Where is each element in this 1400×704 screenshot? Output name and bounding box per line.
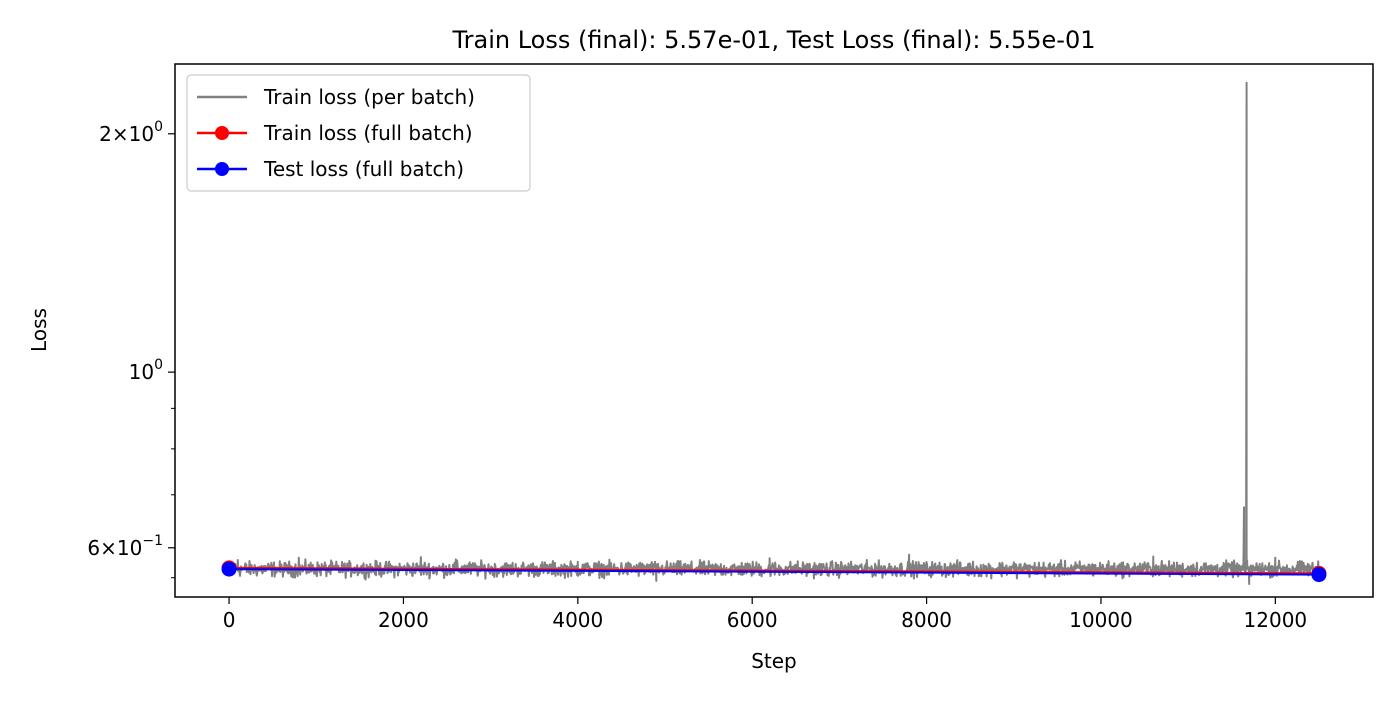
legend-frame <box>186 74 531 192</box>
series-train-full-batch-line <box>229 566 1319 575</box>
x-axis: 0 2000 4000 6000 8000 10000 12000 <box>223 597 1307 632</box>
x-tick-label: 4000 <box>552 608 603 632</box>
legend-swatch-marker <box>215 162 229 176</box>
y-tick-base: 6×10 <box>87 536 142 560</box>
x-tick-label: 8000 <box>901 608 952 632</box>
y-axis-label: Loss <box>27 308 51 352</box>
x-tick-label: 0 <box>223 608 236 632</box>
legend: Train loss (per batch) Train loss (full b… <box>186 74 531 192</box>
y-tick-label: 6×10−1 <box>87 533 163 560</box>
x-tick-label: 6000 <box>727 608 778 632</box>
series-test-full-batch-line <box>229 568 1319 576</box>
y-tick-label: 2×100 <box>99 119 163 146</box>
legend-swatch-marker <box>215 126 229 140</box>
x-tick-label: 10000 <box>1069 608 1133 632</box>
series-test-full-batch-point <box>221 561 237 577</box>
y-tick-exponent: −1 <box>142 533 163 549</box>
legend-label: Test loss (full batch) <box>263 157 464 181</box>
y-tick-base: 10 <box>129 360 154 384</box>
series-layer <box>228 81 1320 585</box>
legend-label: Train loss (per batch) <box>263 85 475 109</box>
legend-label: Train loss (full batch) <box>263 121 473 145</box>
series-train-per-batch-line <box>228 81 1320 585</box>
y-tick-base: 2×10 <box>99 122 154 146</box>
y-tick-exponent: 0 <box>154 357 163 373</box>
y-tick-label: 100 <box>129 357 163 384</box>
y-tick-exponent: 0 <box>154 119 163 135</box>
x-axis-label: Step <box>751 649 797 673</box>
x-tick-label: 12000 <box>1244 608 1308 632</box>
series-test-full-batch-point <box>1311 567 1327 583</box>
x-tick-label: 2000 <box>378 608 429 632</box>
plot-frame <box>174 63 1374 598</box>
marker-layer <box>221 560 1327 583</box>
chart-title: Train Loss (final): 5.57e-01, Test Loss … <box>452 26 1096 54</box>
